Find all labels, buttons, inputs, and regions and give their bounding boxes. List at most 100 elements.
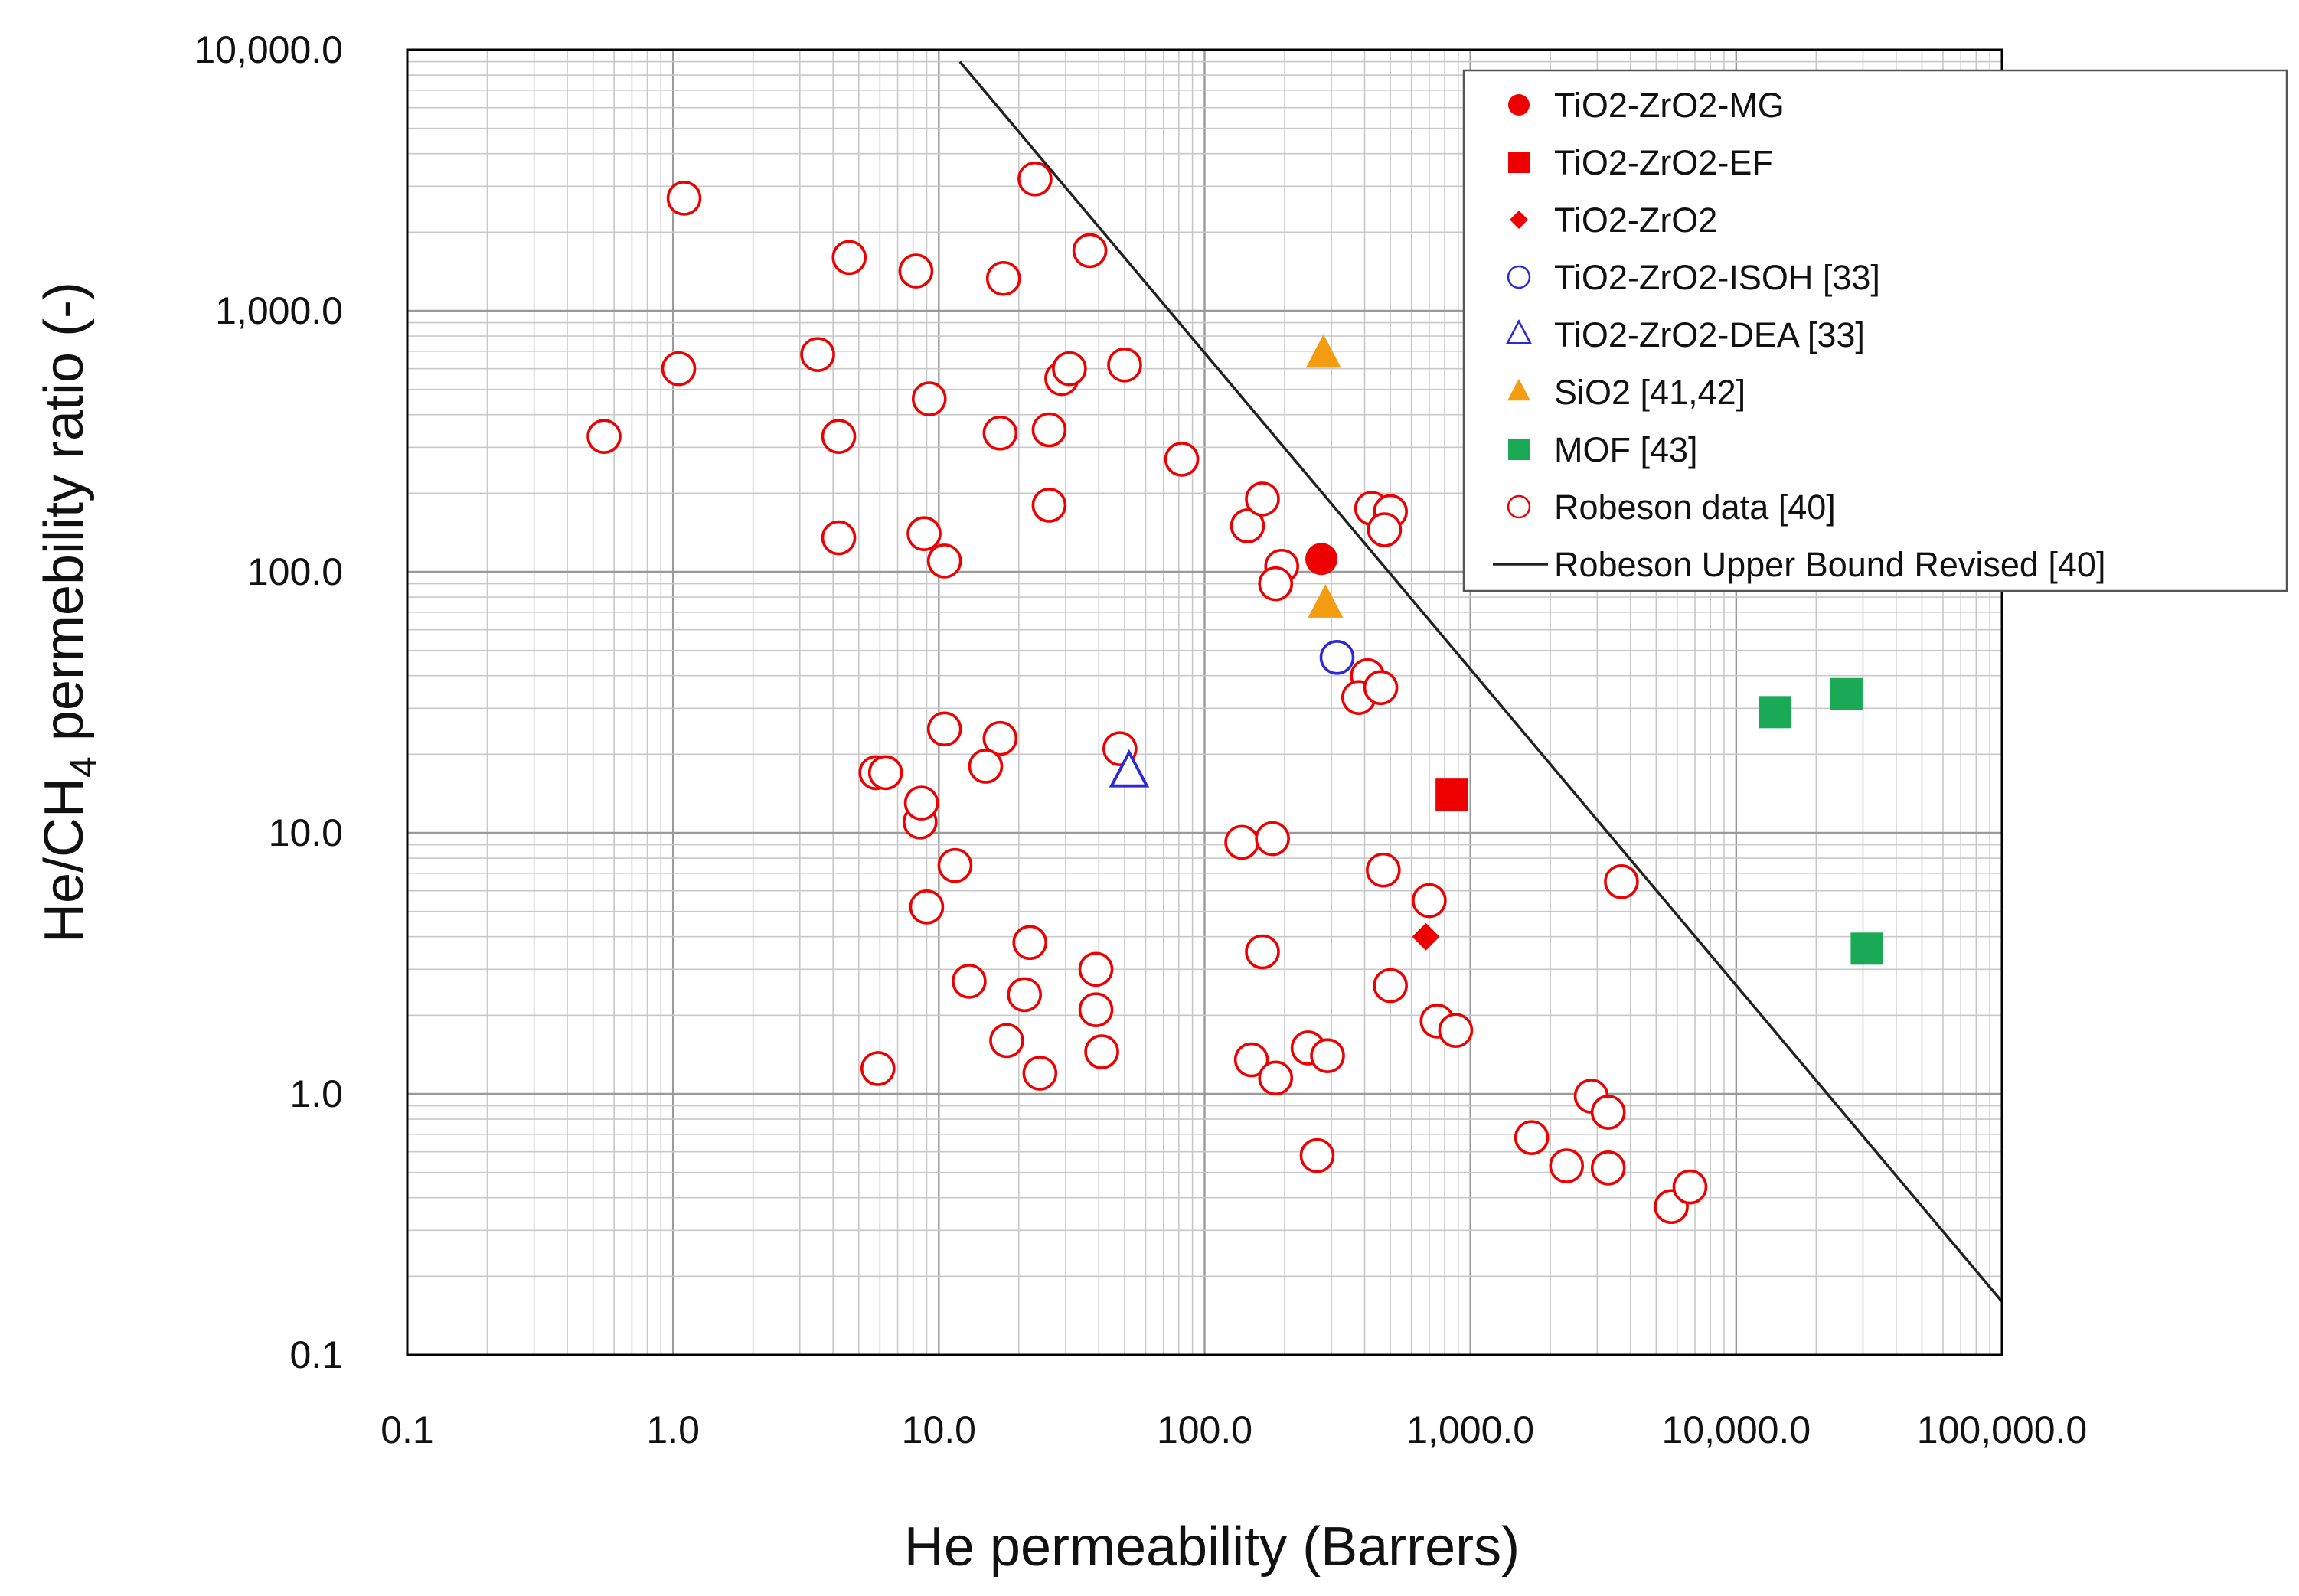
y-tick-label: 100.0 [247,550,343,593]
data-point [903,785,939,821]
legend-label: TiO2-ZrO2-EF [1554,143,1773,182]
legend-label: MOF [43] [1554,430,1698,469]
data-point [1319,640,1355,675]
data-point [1299,1137,1335,1173]
legend-label: SiO2 [41,42] [1554,373,1745,412]
data-point [1017,161,1053,197]
data-point [1052,351,1087,387]
legend-marker [1508,94,1530,116]
x-tick-label: 0.1 [380,1408,434,1451]
y-tick-label: 10.0 [269,811,343,854]
data-point [666,181,702,216]
legend-marker [1507,378,1530,401]
data-point [821,419,857,454]
x-tick-labels: 0.1 1.0 10.0 100.0 1,000.0 10,000.0 100,000.0 [380,1408,2087,1451]
data-point [1078,951,1114,987]
data-point [1672,1169,1708,1205]
y-tick-labels: 0.1 1.0 10.0 100.0 1,000.0 10,000.0 [194,28,343,1376]
y-tick-label: 0.1 [289,1333,343,1376]
legend-marker [1507,265,1531,289]
data-point [1233,1042,1269,1078]
data-point [926,543,962,579]
y-axis-title-suffix: permebility ratio (-) [34,282,95,756]
data-point [906,516,942,551]
data-point [1031,488,1067,523]
data-point [1850,932,1883,965]
data-point [1514,1120,1550,1155]
legend-label: TiO2-ZrO2-MG [1554,86,1785,125]
data-point [1373,968,1408,1004]
data-point [800,337,835,372]
x-tick-label: 100.0 [1157,1408,1252,1451]
data-point [982,720,1018,756]
x-tick-label: 10.0 [902,1408,976,1451]
data-point [1022,1056,1058,1091]
data-point [1549,1148,1585,1183]
data-point [1308,584,1344,618]
y-tick-label: 1.0 [289,1072,343,1115]
data-point [1412,883,1447,919]
data-point [1224,824,1259,860]
data-point [1109,749,1150,788]
x-tick-label: 1,000.0 [1406,1408,1534,1451]
data-point [1258,566,1294,602]
legend-marker [1508,439,1530,460]
y-axis-title: He/CH4 permebility ratio (-) [34,282,105,943]
legend-label: TiO2-ZrO2 [1554,201,1717,240]
data-point [1590,1150,1626,1186]
data-point [1604,864,1639,899]
data-point [937,847,973,883]
legend-label: TiO2-ZrO2-DEA [33] [1554,315,1865,354]
legend-label: TiO2-ZrO2-ISOH [33] [1554,258,1880,297]
data-point [867,755,903,791]
plot-frame [406,48,2003,1356]
legend-marker [1507,494,1531,519]
data-point [1310,1038,1345,1073]
data-point [831,240,867,276]
data-point [1007,977,1042,1013]
data-point [661,351,697,387]
data-point [1084,1034,1119,1069]
data-point [1305,334,1341,368]
data-point [1258,1060,1294,1096]
data-point [1830,677,1863,710]
legend-label: Robeson Upper Bound Revised [40] [1554,545,2105,584]
data-point [898,253,934,289]
data-point [1367,512,1403,547]
data-point [1012,925,1047,961]
data-point [1245,934,1280,970]
x-tick-label: 10,000.0 [1662,1408,1811,1451]
data-point [1759,696,1791,729]
data-point [1366,852,1401,888]
legend-box [1462,69,2288,592]
legend-marker [1505,319,1533,344]
data-point [952,964,987,999]
data-point [1031,412,1067,448]
data-point [1230,508,1265,543]
legend: TiO2-ZrO2-MG TiO2-ZrO2-EF TiO2-ZrO2 TiO2-Zr… [1462,69,2288,592]
upper-bound-line [958,60,2003,1303]
data-point [1363,670,1399,706]
data-point [1435,778,1468,811]
legend-label: Robeson data [40] [1554,488,1836,527]
data-points [586,161,1883,1225]
data-point [926,711,962,747]
y-tick-label: 1,000.0 [215,289,343,332]
legend-marker [1510,211,1528,229]
data-point [982,415,1018,451]
data-point [911,381,947,416]
data-point [1078,992,1114,1027]
data-point [985,260,1021,296]
data-point [989,1023,1024,1059]
data-point [821,520,857,556]
upper-bound-line-group [958,60,2003,1303]
data-point [1412,922,1440,951]
legend-marker [1508,152,1530,173]
data-point [1305,543,1338,576]
x-tick-label: 100,000.0 [1917,1408,2087,1451]
data-point [860,1051,896,1086]
data-point [1107,348,1142,383]
data-point [968,749,1004,784]
y-tick-label: 10,000.0 [194,28,343,71]
